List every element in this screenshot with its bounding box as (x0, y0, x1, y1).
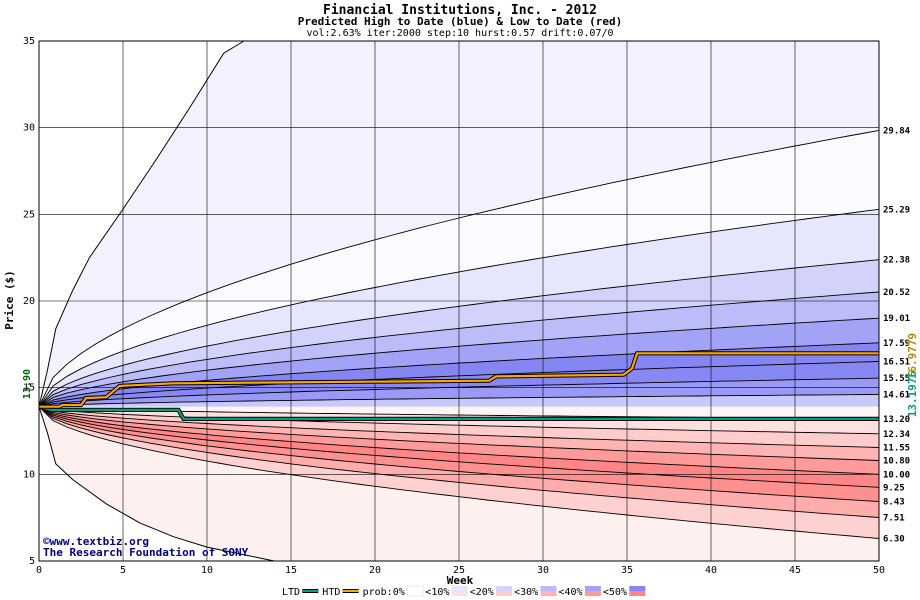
y-tick-label: 30 (23, 123, 35, 134)
y-tick-label: 15 (23, 383, 35, 394)
right-label: 6.30 (883, 534, 905, 544)
right-label: 7.51 (883, 513, 905, 523)
band-low-7 (39, 406, 879, 518)
chart-title: Financial Institutions, Inc. - 2012 (323, 3, 597, 18)
right-label: 29.84 (883, 126, 911, 136)
x-tick-label: 25 (453, 565, 465, 576)
chart-params: vol:2.63% iter:2000 step:10 hurst:0.57 d… (306, 28, 613, 39)
legend-label: prob:0% (363, 587, 405, 598)
y-tick-label: 35 (23, 36, 35, 47)
legend-label: <20% (470, 587, 494, 598)
right-label: 8.43 (883, 498, 905, 508)
right-label: 10.00 (883, 470, 910, 480)
start-price-label: 13.90 (22, 369, 33, 399)
chart-subtitle: Predicted High to Date (blue) & Low to D… (298, 15, 623, 28)
plot-frame (38, 40, 880, 562)
band-low-8 (39, 406, 879, 539)
legend-swatch (629, 591, 646, 596)
right-label: 20.52 (883, 288, 910, 298)
legend-label: <50% (603, 587, 627, 598)
right-label: 19.01 (883, 314, 910, 324)
x-tick-label: 50 (873, 565, 885, 576)
y-tick-label: 10 (23, 469, 35, 480)
band-high-1 (39, 209, 879, 407)
band-high-3 (39, 292, 879, 407)
band-low-3 (39, 406, 879, 461)
htd-series-line (39, 352, 879, 408)
right-label: 17.59 (883, 339, 910, 349)
right-quantile-labels: 29.84 25.29 22.38 20.52 19.01 17.59 16.51 15.55… (883, 126, 911, 544)
legend-label: LTD (282, 587, 300, 598)
right-label: 12.34 (883, 430, 911, 440)
legend-swatch (584, 586, 601, 591)
right-label: 25.29 (883, 205, 910, 215)
legend-swatch (496, 591, 513, 596)
plot-area (38, 40, 880, 562)
htd-final-label: 16.9779 (906, 333, 919, 379)
x-tick-label: 5 (120, 565, 126, 576)
right-label: 11.55 (883, 443, 910, 453)
legend-swatch (407, 585, 424, 597)
x-tick-label: 15 (285, 565, 297, 576)
legend-swatch (540, 586, 557, 591)
x-tick-label: 30 (537, 565, 549, 576)
y-axis-label: Price ($) (3, 270, 16, 330)
ltd-final-label: 13.1976 (906, 370, 919, 417)
right-label: 16.51 (883, 357, 910, 367)
x-tick-label: 40 (705, 565, 717, 576)
credit-site: ©www.textbiz.org (43, 535, 149, 548)
legend: LTD HTD prob:0% <10% <20% <30% <40% <50% (282, 585, 646, 598)
legend-swatch (629, 586, 646, 591)
x-tick-label: 35 (621, 565, 633, 576)
band-low-4 (39, 406, 879, 475)
x-tick-label: 45 (789, 565, 801, 576)
legend-swatch (451, 591, 468, 596)
legend-label: <30% (514, 587, 538, 598)
x-tick-label: 20 (369, 565, 381, 576)
right-label: 9.25 (883, 483, 905, 493)
legend-label: HTD (322, 587, 340, 598)
y-tick-label: 20 (23, 296, 35, 307)
legend-swatch (451, 586, 468, 591)
legend-swatch (584, 591, 601, 596)
right-label: 14.61 (883, 390, 910, 400)
right-label: 10.80 (883, 456, 910, 466)
legend-label: <40% (559, 587, 583, 598)
x-tick-label: 10 (201, 565, 213, 576)
legend-label: <10% (425, 587, 449, 598)
x-tick-label: 0 (36, 565, 42, 576)
band-low-5 (39, 406, 879, 488)
right-label: 22.38 (883, 256, 910, 266)
y-tick-label: 5 (29, 556, 35, 567)
legend-swatch (540, 591, 557, 596)
band-high-2 (39, 259, 879, 407)
x-axis-label: Week (447, 574, 474, 587)
credit-org: The Research Foundation of SONY (43, 546, 249, 559)
y-tick-label: 25 (23, 209, 35, 220)
band-low-6 (39, 406, 879, 502)
ltd-series-line (38, 405, 879, 420)
legend-swatch (496, 586, 513, 591)
right-label: 15.55 (883, 374, 910, 384)
right-label: 13.20 (883, 415, 910, 425)
